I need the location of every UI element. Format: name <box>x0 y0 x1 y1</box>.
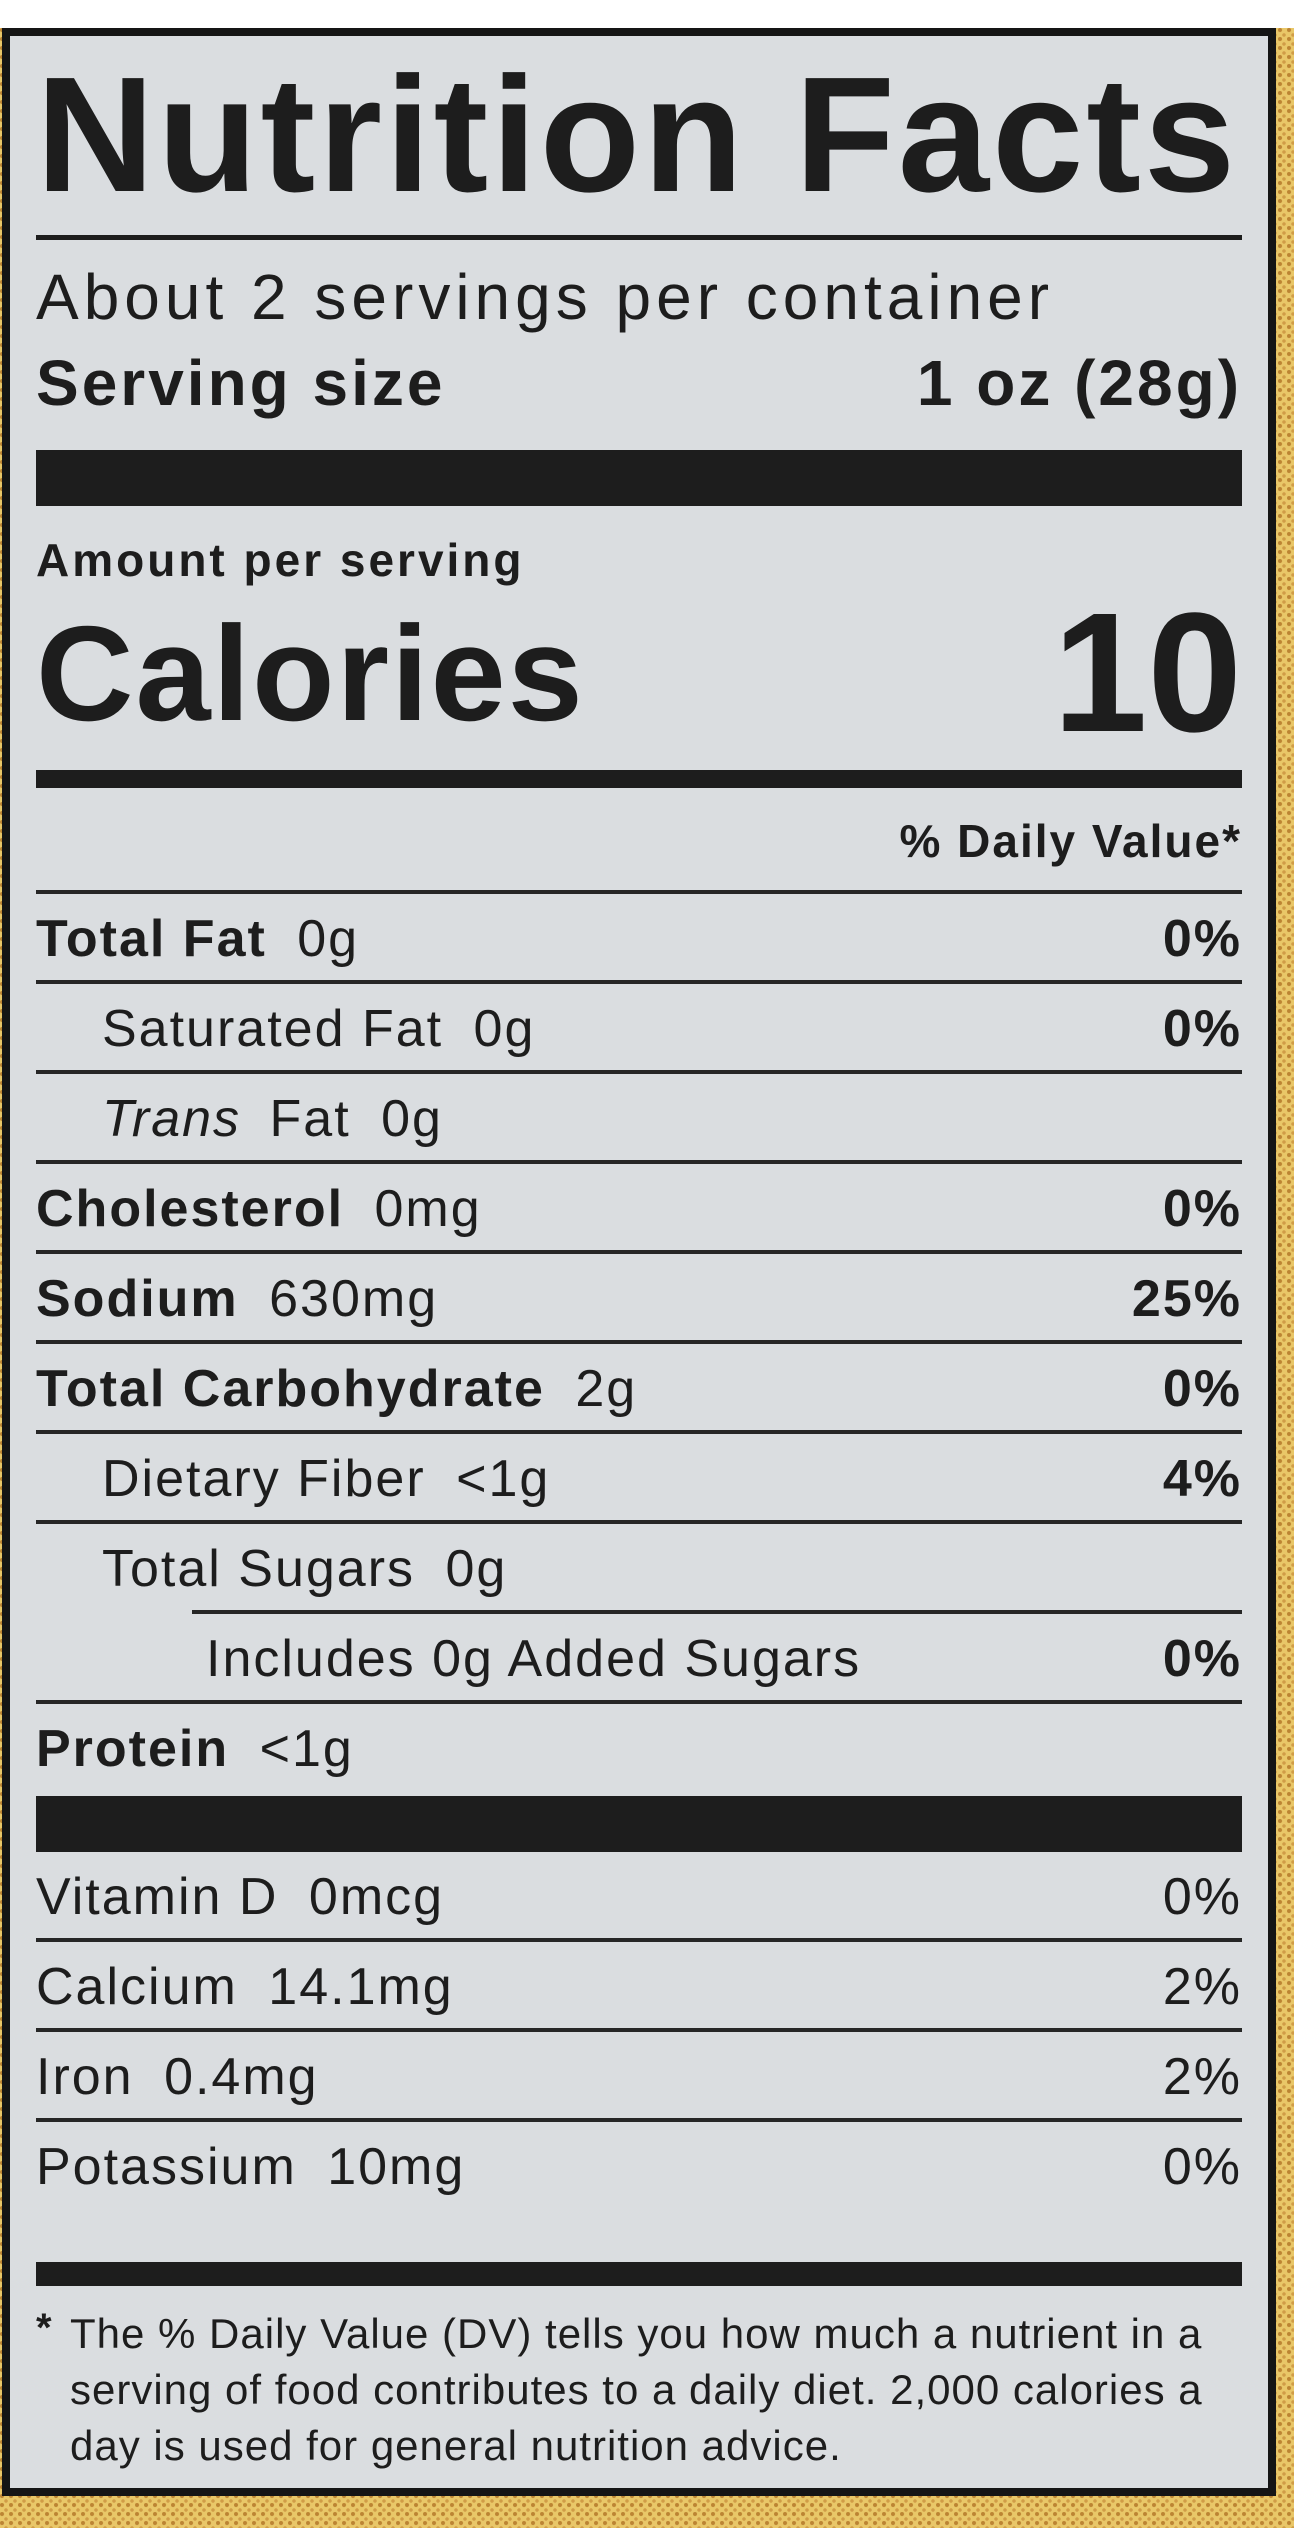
nutrient-name: Calcium <box>36 1958 238 2017</box>
separator-bar-medium <box>36 770 1242 789</box>
nutrient-row-sodium: Sodium 630mg 25% <box>36 1250 1242 1340</box>
nutrient-amount: 0g <box>473 1000 536 1059</box>
nutrient-text: Sodium 630mg <box>36 1270 438 1328</box>
serving-size-label: Serving size <box>36 346 446 419</box>
nutrient-amount: 0mcg <box>308 1868 445 1927</box>
nutrient-text: Potassium 10mg <box>36 2138 465 2196</box>
footnote-asterisk: * <box>36 2306 53 2350</box>
nutrient-name: Iron <box>36 2048 134 2107</box>
nutrient-amount: 0g <box>445 1540 508 1599</box>
nutrient-row-total-fat: Total Fat 0g 0% <box>36 890 1242 980</box>
daily-value-header: % Daily Value* <box>899 815 1242 868</box>
nutrient-amount: 10mg <box>327 2138 466 2197</box>
separator-bar-thick <box>36 450 1242 507</box>
nutrient-row-trans-fat: Trans Fat 0g <box>36 1070 1242 1160</box>
nutrient-amount: 0mg <box>374 1180 482 1239</box>
nutrient-text: Total Fat 0g <box>36 910 359 968</box>
nutrient-text: Saturated Fat 0g <box>102 1000 535 1058</box>
nutrient-text: Iron 0.4mg <box>36 2048 319 2106</box>
servings-per-container: About 2 servings per container <box>36 260 1055 333</box>
nutrient-row-total-carbohydrate: Total Carbohydrate 2g 0% <box>36 1340 1242 1430</box>
micronutrient-row-calcium: Calcium 14.1mg 2% <box>36 1938 1242 2028</box>
nutrient-name: Fat <box>269 1090 351 1149</box>
amount-per-serving-label: Amount per serving <box>36 534 525 587</box>
nutrient-amount: 0g <box>297 910 360 969</box>
nutrient-name: Saturated Fat <box>102 1000 444 1059</box>
nutrient-row-dietary-fiber: Dietary Fiber <1g 4% <box>36 1430 1242 1520</box>
nutrient-text: Protein <1g <box>36 1720 354 1778</box>
nutrient-name-italic: Trans <box>102 1090 242 1149</box>
nutrient-amount: 0g <box>381 1090 443 1149</box>
micronutrient-row-potassium: Potassium 10mg 0% <box>36 2118 1242 2208</box>
nutrient-text: Total Carbohydrate 2g <box>36 1360 637 1418</box>
micronutrient-row-vitamin-d: Vitamin D 0mcg 0% <box>36 1852 1242 1938</box>
nutrient-name: Potassium <box>36 2138 297 2197</box>
nutrient-text: Dietary Fiber <1g <box>102 1450 550 1508</box>
nutrient-name: Protein <box>36 1720 230 1779</box>
nutrient-name: Total Fat <box>36 910 267 969</box>
separator-bar-footnote <box>36 2262 1242 2286</box>
nutrient-text: Vitamin D 0mcg <box>36 1868 444 1926</box>
calories-row: Calories 10 <box>36 588 1242 758</box>
nutrient-row-protein: Protein <1g <box>36 1700 1242 1790</box>
nutrient-row-added-sugars: Includes 0g Added Sugars 0% <box>192 1610 1242 1700</box>
nutrient-amount: 2g <box>575 1360 638 1419</box>
calories-label: Calories <box>36 598 585 750</box>
footnote-text: The % Daily Value (DV) tells you how muc… <box>70 2310 1203 2469</box>
nutrient-row-cholesterol: Cholesterol 0mg 0% <box>36 1160 1242 1250</box>
serving-size-row: Serving size 1 oz (28g) <box>36 346 1242 420</box>
nutrient-amount: 630mg <box>269 1270 439 1329</box>
nutrient-name: Vitamin D <box>36 1868 279 1927</box>
nutrient-text: Total Sugars 0g <box>102 1540 507 1598</box>
nutrient-daily-value: 0% <box>1162 910 1242 969</box>
packaging-background: Nutrition Facts About 2 servings per con… <box>0 28 1294 2528</box>
micronutrient-row-iron: Iron 0.4mg 2% <box>36 2028 1242 2118</box>
serving-size-value: 1 oz (28g) <box>916 346 1242 419</box>
nutrient-amount: 0.4mg <box>164 2048 319 2107</box>
nutrient-row-total-sugars: Total Sugars 0g <box>36 1520 1242 1610</box>
nutrient-name: Cholesterol <box>36 1180 345 1239</box>
nutrient-text: Includes 0g Added Sugars <box>206 1630 861 1688</box>
nutrient-daily-value: 2% <box>1162 1958 1242 2017</box>
footnote: * The % Daily Value (DV) tells you how m… <box>36 2286 1242 2488</box>
nutrient-daily-value: 4% <box>1162 1450 1242 1509</box>
label-title: Nutrition Facts <box>36 43 1239 226</box>
title-rule <box>36 234 1242 240</box>
nutrient-daily-value: 2% <box>1162 2048 1242 2107</box>
nutrition-label: Nutrition Facts About 2 servings per con… <box>2 28 1276 2496</box>
nutrient-daily-value: 25% <box>1131 1270 1242 1329</box>
nutrient-daily-value: 0% <box>1162 1360 1242 1419</box>
nutrient-daily-value: 0% <box>1162 2138 1242 2197</box>
nutrient-daily-value: 0% <box>1162 1180 1242 1239</box>
calories-value: 10 <box>1052 578 1242 769</box>
micronutrient-section: Vitamin D 0mcg 0% Calcium 14.1mg 2% Iron… <box>36 1852 1242 2208</box>
nutrient-amount: <1g <box>456 1450 551 1509</box>
nutrient-amount: <1g <box>259 1720 354 1779</box>
nutrient-text: Calcium 14.1mg <box>36 1958 454 2016</box>
nutrient-daily-value: 0% <box>1162 1630 1242 1689</box>
nutrient-name: Total Sugars <box>102 1540 416 1599</box>
nutrient-text: Trans Fat 0g <box>102 1090 443 1148</box>
nutrient-text: Cholesterol 0mg <box>36 1180 482 1238</box>
nutrient-daily-value: 0% <box>1162 1000 1242 1059</box>
separator-bar-thick <box>36 1796 1242 1853</box>
nutrient-row-saturated-fat: Saturated Fat 0g 0% <box>36 980 1242 1070</box>
nutrient-daily-value: 0% <box>1162 1868 1242 1927</box>
nutrient-name: Sodium <box>36 1270 239 1329</box>
nutrient-name: Dietary Fiber <box>102 1450 426 1509</box>
nutrient-name: Includes 0g Added Sugars <box>206 1630 862 1689</box>
nutrient-amount: 14.1mg <box>268 1958 454 2017</box>
nutrient-name: Total Carbohydrate <box>36 1360 545 1419</box>
